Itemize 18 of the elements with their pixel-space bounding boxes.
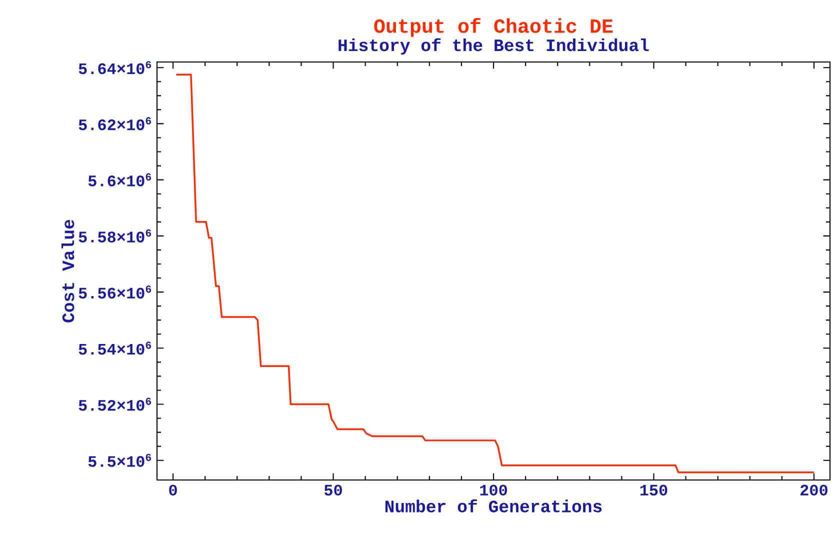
line-series — [175, 74, 815, 474]
y-tick-label: 5.54×10$^{6}$ — [78, 342, 152, 355]
x-tick-label: 150 — [640, 484, 668, 496]
chart-subtitle: History of the Best Individual — [338, 38, 649, 55]
y-tick-label: 5.62×10$^{6}$ — [78, 117, 152, 130]
y-tick-label: 5.6×10$^{6}$ — [88, 173, 152, 186]
y-tick-label: 5.64×10$^{6}$ — [78, 61, 152, 74]
chart-title: Output of Chaotic DE — [374, 18, 613, 37]
y-axis-title: Cost Value — [61, 220, 74, 322]
x-tick-label: 0 — [169, 484, 177, 496]
y-tick-label: 5.58×10$^{6}$ — [78, 229, 152, 242]
x-tick-label: 200 — [800, 484, 828, 496]
y-tick-label: 5.5×10$^{6}$ — [88, 454, 152, 467]
x-tick-label: 100 — [480, 484, 507, 496]
y-tick-label: 5.52×10$^{6}$ — [78, 398, 152, 411]
x-tick-label: 50 — [324, 484, 342, 496]
y-tick-label: 5.56×10$^{6}$ — [78, 285, 152, 299]
x-axis-title: Number of Generations — [385, 499, 602, 512]
